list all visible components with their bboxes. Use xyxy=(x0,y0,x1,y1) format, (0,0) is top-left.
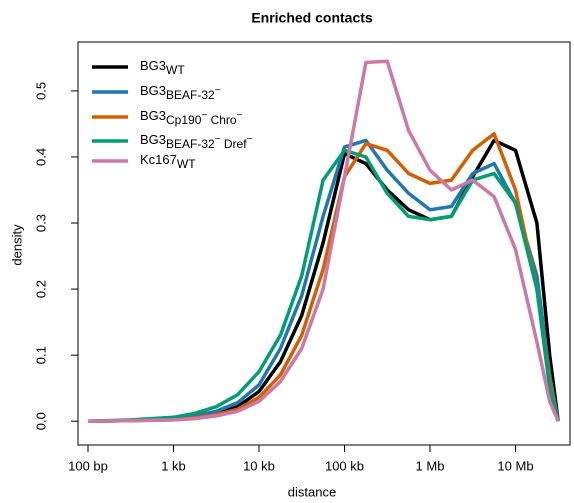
y-tick-label: 0.5 xyxy=(33,82,48,100)
legend-label: BG3Cp190− Chro− xyxy=(140,108,243,127)
y-tick-label: 0.0 xyxy=(33,412,48,430)
legend-label: Kc167WT xyxy=(140,152,196,171)
y-tick-label: 0.2 xyxy=(33,280,48,298)
legend-label-part: − xyxy=(215,134,221,145)
legend-label-part: Dref xyxy=(221,137,248,151)
legend-label-part: WT xyxy=(177,157,196,171)
x-tick-label: 1 kb xyxy=(161,458,186,473)
x-tick-label: 10 Mb xyxy=(497,458,533,473)
x-tick-label: 10 kb xyxy=(243,458,275,473)
legend-label-part: BEAF-32 xyxy=(166,88,215,102)
legend-box xyxy=(80,45,316,178)
x-tick-label: 100 bp xyxy=(68,458,108,473)
legend-label: BG3BEAF-32− xyxy=(140,83,221,102)
legend-label-part: Cp190 xyxy=(166,113,202,127)
series-line xyxy=(87,148,560,423)
legend-label-part: − xyxy=(201,110,207,121)
x-tick-label: 100 kb xyxy=(325,458,364,473)
legend-label-part: BEAF-32 xyxy=(166,137,215,151)
legend-label: BG3WT xyxy=(140,58,185,77)
legend-label: BG3BEAF-32− Dref− xyxy=(140,132,253,151)
y-axis-label: density xyxy=(9,224,24,266)
y-tick-label: 0.3 xyxy=(33,214,48,232)
x-axis-label: distance xyxy=(288,484,336,499)
x-tick-label: 1 Mb xyxy=(416,458,445,473)
legend-label-part: BG3 xyxy=(140,83,166,98)
plot-frame xyxy=(77,41,571,446)
series-line xyxy=(87,138,560,423)
legend-label-part: BG3 xyxy=(140,132,166,147)
y-tick-label: 0.4 xyxy=(33,148,48,166)
chart-title: Enriched contacts xyxy=(251,10,373,26)
series-line xyxy=(87,59,560,423)
legend-label-part: − xyxy=(237,110,243,121)
legend-label-part: WT xyxy=(166,63,185,77)
legend-label-part: Kc167 xyxy=(140,152,177,167)
legend-label-part: − xyxy=(247,134,253,145)
legend-label-part: − xyxy=(215,85,221,96)
legend-label-part: BG3 xyxy=(140,108,166,123)
legend-label-part: BG3 xyxy=(140,58,166,73)
y-tick-label: 0.1 xyxy=(33,346,48,364)
legend-label-part: Chro xyxy=(207,113,237,127)
